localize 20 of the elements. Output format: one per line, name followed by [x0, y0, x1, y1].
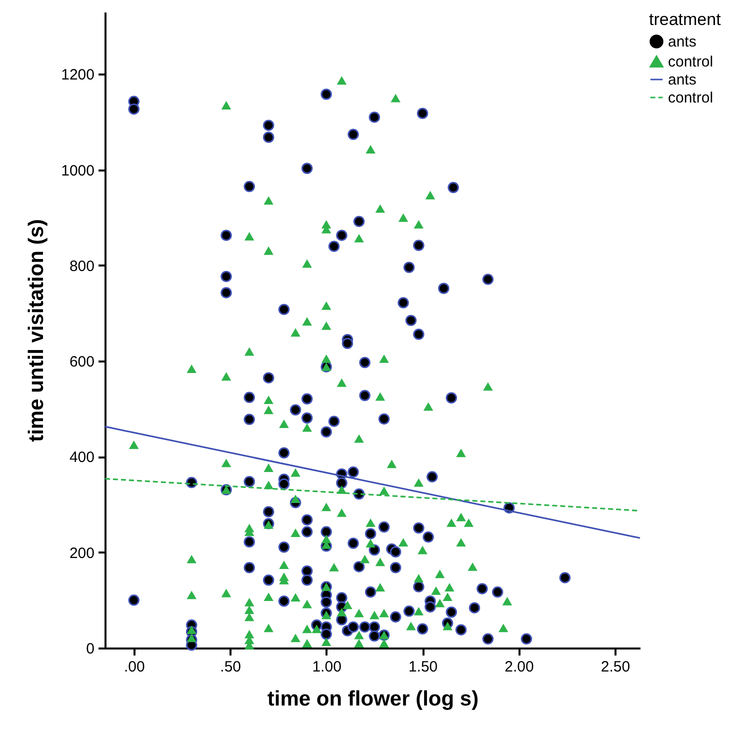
y-tick-label: 0 — [86, 640, 94, 658]
x-tick-label: 2.00 — [504, 658, 534, 676]
legend-label: ants — [668, 72, 696, 88]
y-tick-label: 200 — [69, 544, 94, 562]
legend-label: ants — [668, 34, 696, 50]
y-tick-label: 400 — [69, 449, 94, 466]
x-tick-label: .00 — [124, 658, 145, 676]
legend-label: control — [668, 54, 714, 70]
y-tick-label: 1000 — [61, 162, 94, 180]
x-tick-label: .50 — [220, 658, 242, 676]
x-tick-label: 1.50 — [408, 658, 438, 676]
legend-label: control — [668, 90, 714, 106]
x-tick-label: 1.00 — [312, 658, 342, 676]
x-tick-label: 2.50 — [600, 658, 630, 676]
y-tick-label: 800 — [69, 258, 94, 275]
legend-title: treatment — [649, 10, 722, 29]
y-tick-label: 1200 — [61, 66, 94, 84]
x-axis-title: time on flower (log s) — [267, 688, 479, 710]
y-axis-title: time until visitation (s) — [25, 219, 48, 442]
y-tick-label: 600 — [69, 354, 94, 371]
